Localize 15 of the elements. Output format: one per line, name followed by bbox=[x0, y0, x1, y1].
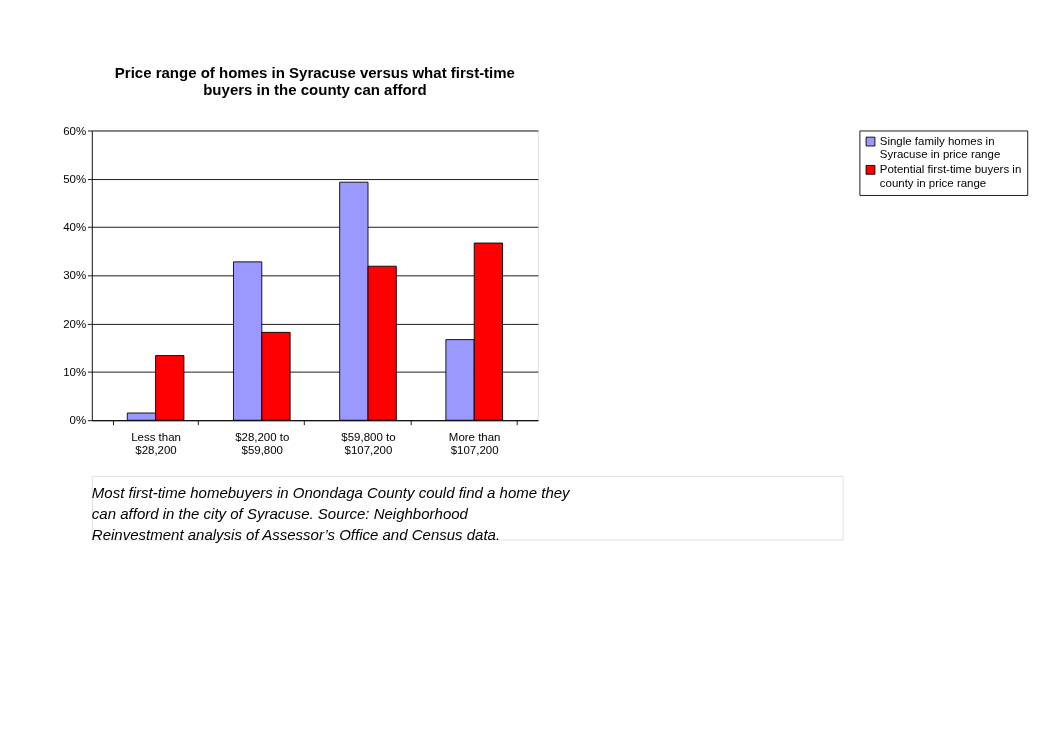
y-tick-label: 30% bbox=[63, 269, 87, 282]
y-tick-label: 40% bbox=[63, 221, 87, 234]
legend-label: Single family homes in Syracuse in price range bbox=[879, 135, 1001, 161]
y-tick-label: 50% bbox=[63, 172, 87, 185]
x-tick-label: $59,800 to $107,200 bbox=[341, 431, 396, 457]
text: Most first-time homebuyers in Onondaga County could find a home they can afford in the city of Syracuse. Source: Neighborhood Reinvestment analysis of Assessor’s Office and Census data. bbox=[91, 483, 572, 544]
y-tick-label: 20% bbox=[63, 317, 87, 330]
x-tick-label: $28,200 to $59,800 bbox=[235, 431, 290, 457]
x-tick-label: Less than $28,200 bbox=[131, 431, 181, 457]
y-tick-label: 0% bbox=[69, 414, 87, 427]
x-tick-label: More than $107,200 bbox=[448, 431, 501, 457]
legend-label: Potential first-time buyers in county in price range bbox=[879, 163, 1022, 189]
y-tick-label: 10% bbox=[63, 365, 87, 378]
chart-title: Price range of homes in Syracuse versus what first-time buyers in the county can afford bbox=[114, 64, 515, 99]
y-tick-label: 60% bbox=[63, 124, 87, 137]
